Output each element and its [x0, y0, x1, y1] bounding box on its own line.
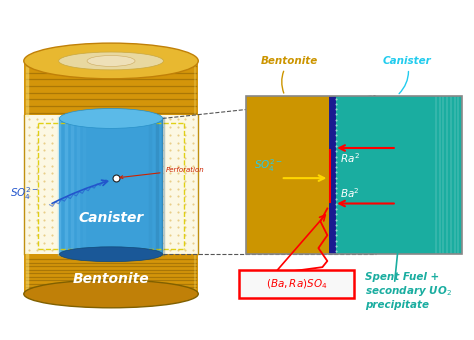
- Ellipse shape: [59, 108, 163, 129]
- Text: Perforation: Perforation: [120, 167, 204, 178]
- Bar: [246, 96, 462, 254]
- Text: Bentonite: Bentonite: [73, 272, 149, 286]
- Text: $SO_4^{2-}$: $SO_4^{2-}$: [254, 157, 283, 174]
- FancyBboxPatch shape: [239, 270, 354, 298]
- Bar: [332, 96, 462, 254]
- Ellipse shape: [87, 55, 135, 66]
- Bar: [24, 116, 198, 254]
- Text: $Ra^{2}$: $Ra^{2}$: [340, 151, 360, 165]
- Text: Spent Fuel +
secondary UO$_2$
precipitate: Spent Fuel + secondary UO$_2$ precipitat…: [365, 272, 452, 310]
- Ellipse shape: [59, 247, 163, 262]
- Ellipse shape: [59, 52, 164, 70]
- Ellipse shape: [24, 43, 198, 79]
- Text: $SO_4^{2-}$: $SO_4^{2-}$: [10, 185, 39, 202]
- Bar: [24, 61, 198, 116]
- Text: $Ba^{2}$: $Ba^{2}$: [340, 186, 360, 200]
- Bar: [59, 118, 163, 254]
- Bar: [246, 96, 332, 254]
- Text: Canister: Canister: [383, 56, 431, 94]
- Text: Canister: Canister: [78, 210, 144, 225]
- Text: Bentonite: Bentonite: [261, 56, 319, 93]
- Text: $(Ba,Ra)SO_4$: $(Ba,Ra)SO_4$: [266, 277, 327, 291]
- Bar: [24, 254, 198, 294]
- Ellipse shape: [24, 280, 198, 308]
